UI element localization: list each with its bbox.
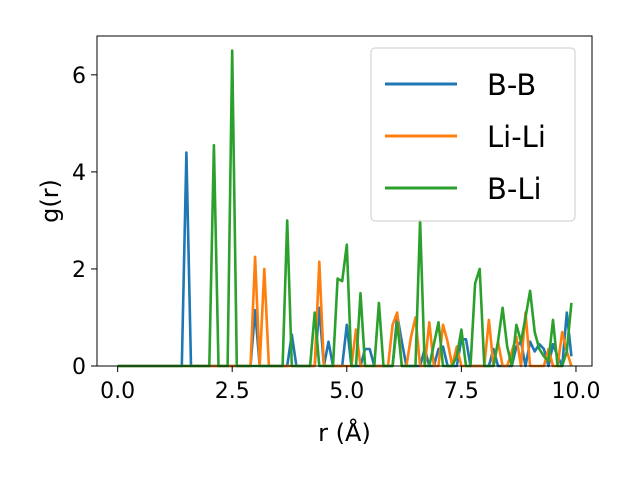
y-tick-label: 2 [72,258,86,283]
legend: B-B Li-Li B-Li [370,47,576,222]
x-tick-label: 0.0 [100,379,135,404]
y-tick-label: 0 [72,355,86,380]
x-tick-label: 7.5 [444,379,479,404]
legend-label-li-li: Li-Li [487,120,546,154]
plot-frame [96,35,593,367]
legend-label-b-li: B-Li [487,172,542,206]
y-axis: 0 2 4 6 [72,64,97,380]
x-axis-label: r (Å) [318,418,371,447]
x-tick-label: 10.0 [551,379,600,404]
y-tick-label: 4 [72,161,86,186]
y-axis-label: g(r) [36,179,64,223]
x-tick-label: 2.5 [215,379,250,404]
x-axis: 0.0 2.5 5.0 7.5 10.0 [100,366,600,404]
legend-box [370,47,576,222]
legend-label-b-b: B-B [487,68,536,102]
x-tick-label: 5.0 [329,379,364,404]
y-tick-label: 6 [72,64,86,89]
